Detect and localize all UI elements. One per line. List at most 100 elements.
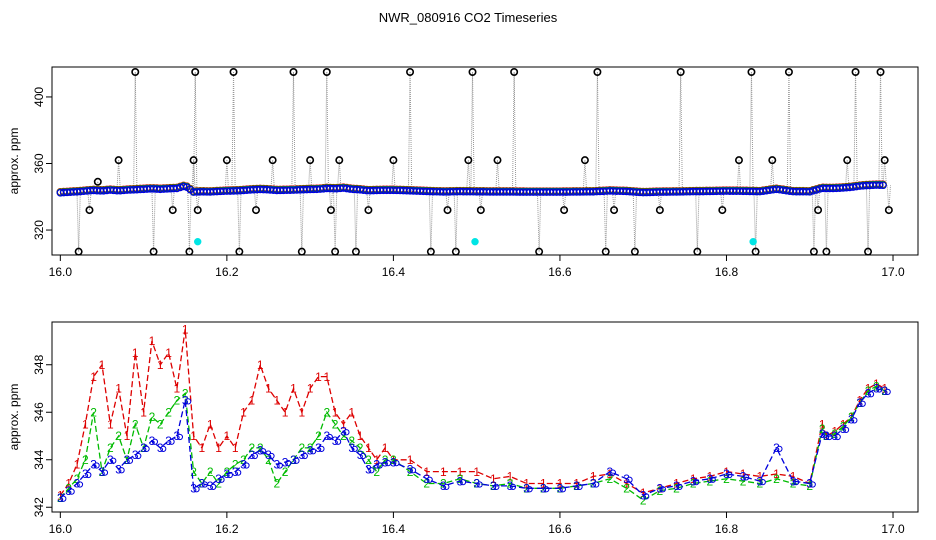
series-line [59,387,885,499]
series-circle [151,438,159,445]
series-circle [160,445,167,452]
plot-frame [51,66,919,256]
series-marker: 1 [157,358,164,372]
series-marker: 2 [90,405,97,419]
series-circle [343,429,350,436]
series-marker: 1 [298,405,305,419]
series-marker: 1 [190,429,197,443]
series-marker: 1 [282,405,289,419]
spike-point [306,156,315,165]
series-circle [693,479,700,486]
spike-point [406,67,415,76]
series-marker: 2 [848,410,855,424]
spike-line [193,71,196,193]
series-marker: 1 [373,453,380,467]
spike-point [610,206,619,215]
spike-line [466,160,469,192]
series-circle [185,398,192,405]
spike-point [289,67,298,76]
spike-point [814,206,823,215]
series-circle [143,445,150,452]
band-point [875,181,884,189]
spike-line [750,71,754,192]
spike-line [496,160,500,192]
band-point [879,181,887,190]
series-marker: 1 [490,472,497,486]
spike-point [351,247,360,256]
series-circle [168,438,175,445]
spike-line [334,188,338,252]
series-marker: 2 [357,441,364,455]
series-circle [101,469,109,476]
series-marker: 2 [298,441,305,455]
series-marker: 1 [440,465,447,479]
spike-line [194,71,198,193]
spike-line [191,160,195,193]
spike-point [443,206,452,215]
series-marker: 1 [199,441,206,455]
spike-line [824,188,827,252]
spike-line [853,71,857,187]
spike-point [74,247,83,256]
series-marker: 1 [323,370,330,384]
series-marker: 1 [365,441,372,455]
series-marker: 2 [840,420,847,434]
x-tick-label: 16.8 [715,265,739,279]
spike-point [880,156,889,165]
series-circle [326,433,333,441]
series-marker: 2 [332,417,339,431]
series-marker: 1 [607,467,614,481]
spike-line [76,191,80,252]
series-marker: 2 [756,477,763,491]
top-plot-area [56,67,893,256]
spike-line [770,160,773,190]
spike-point [331,247,340,256]
spike-line [193,160,196,193]
spike-line [238,190,242,252]
spike-point [580,156,589,165]
series-circle [85,471,92,479]
series-circle [543,486,550,493]
spike-line [270,160,274,191]
series-circle [676,483,683,490]
series-marker: 2 [132,417,139,431]
series-circle [226,471,233,479]
spike-line [188,189,192,252]
spike-point [864,247,873,256]
spike-line [817,189,821,211]
series-circle [509,483,517,490]
x-tick-label: 16.4 [382,265,406,279]
series-marker: 1 [149,334,156,348]
series-marker: 2 [65,481,72,495]
spike-line [231,71,235,191]
spike-line [596,71,600,192]
series-marker: 1 [840,417,847,431]
spike-line [886,185,890,211]
spike-line [299,189,303,252]
spike-point [476,206,485,215]
spike-point [493,156,502,165]
spike-line [253,189,257,211]
series-circle [376,462,383,469]
series-marker: 1 [423,465,430,479]
series-circle [759,479,766,486]
spike-point [676,67,685,76]
series-circle [743,474,750,481]
series-circle [459,479,467,486]
series-circle [776,445,783,452]
series-marker: 2 [207,465,214,479]
spike-line [634,192,638,252]
series-marker: 1 [307,382,314,396]
series-circle [251,452,258,460]
spike-line [680,71,683,192]
series-marker: 1 [315,370,322,384]
series-marker: 2 [457,472,464,486]
spike-point [322,67,331,76]
series-marker: 1 [706,470,713,484]
spike-line [470,71,474,192]
series-circle [526,486,533,493]
spike-point [593,67,602,76]
series-circle [384,460,392,467]
series-circle [260,448,267,455]
